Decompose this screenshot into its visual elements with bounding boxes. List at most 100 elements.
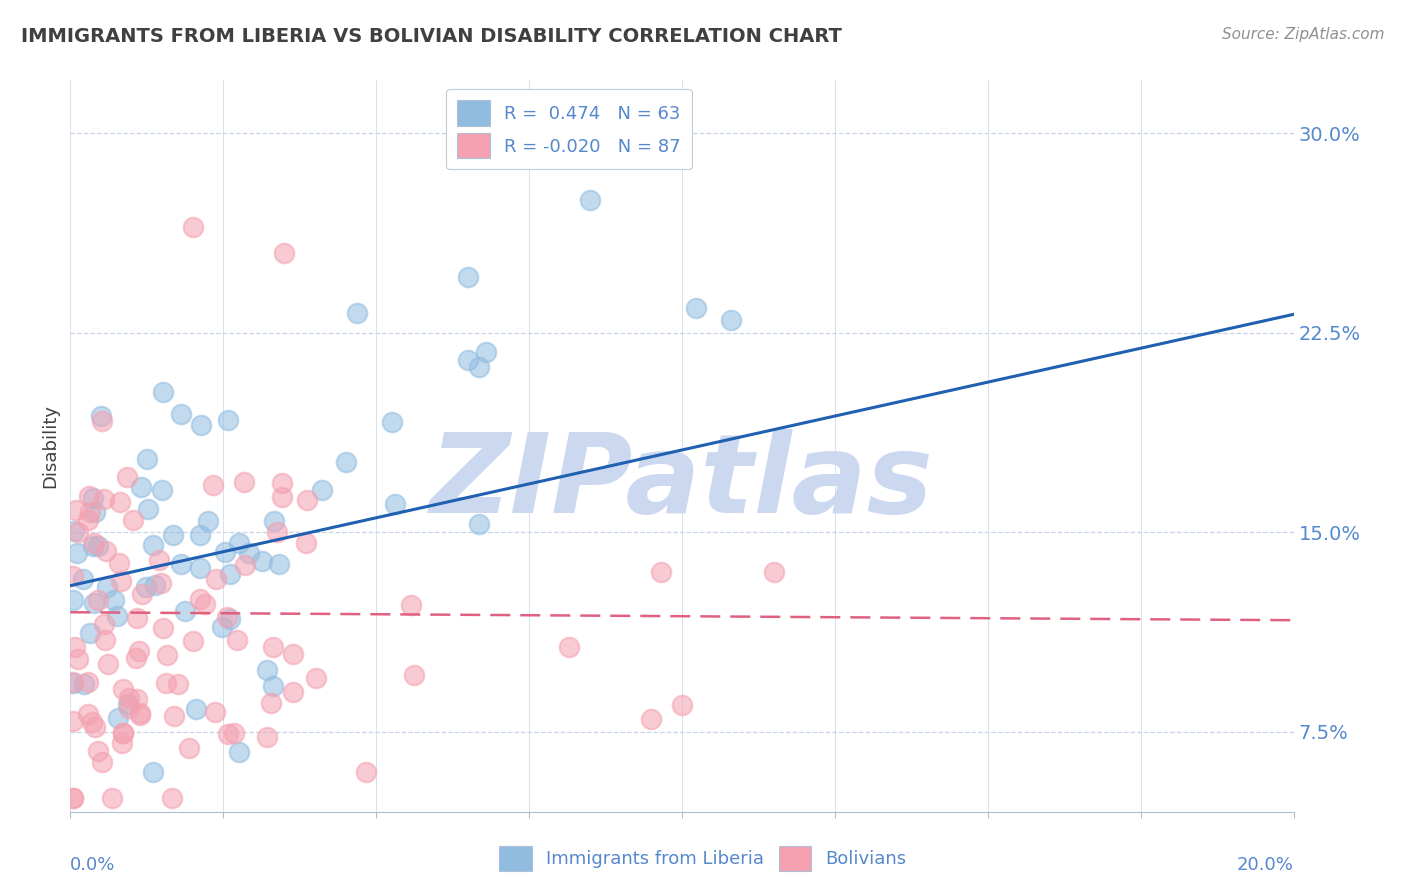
Point: [224, 726, 246, 740]
Point: [273, 246, 295, 260]
Point: [117, 691, 139, 706]
Point: [225, 633, 247, 648]
Point: [217, 412, 239, 426]
Point: [89, 409, 111, 424]
Point: [125, 651, 148, 665]
Point: [111, 726, 134, 740]
Point: [263, 514, 285, 528]
Point: [103, 593, 125, 607]
Point: [115, 470, 138, 484]
Point: [457, 270, 479, 285]
Point: [94, 633, 117, 648]
Point: [148, 553, 170, 567]
Point: [79, 625, 101, 640]
Point: [77, 675, 100, 690]
Point: [83, 596, 105, 610]
Point: [72, 572, 94, 586]
Point: [558, 640, 581, 654]
Point: [62, 592, 84, 607]
Point: [201, 478, 224, 492]
Point: [79, 505, 101, 519]
Point: [77, 514, 100, 528]
Point: [152, 621, 174, 635]
Point: [260, 697, 283, 711]
Point: [270, 476, 292, 491]
Point: [188, 528, 211, 542]
Point: [62, 714, 84, 728]
Text: IMMIGRANTS FROM LIBERIA VS BOLIVIAN DISABILITY CORRELATION CHART: IMMIGRANTS FROM LIBERIA VS BOLIVIAN DISA…: [21, 27, 842, 45]
Point: [67, 652, 90, 666]
Point: [129, 706, 152, 720]
Point: [211, 620, 233, 634]
Point: [112, 725, 135, 739]
Point: [87, 593, 110, 607]
Point: [271, 490, 294, 504]
Point: [579, 193, 602, 207]
Point: [281, 685, 304, 699]
Point: [125, 692, 148, 706]
Point: [399, 598, 422, 612]
Point: [384, 497, 406, 511]
Point: [163, 709, 186, 723]
Point: [212, 845, 235, 859]
Point: [129, 479, 152, 493]
Point: [136, 502, 159, 516]
Point: [66, 546, 89, 560]
Point: [129, 708, 152, 723]
Legend: R =  0.474   N = 63, R = -0.020   N = 87: R = 0.474 N = 63, R = -0.020 N = 87: [446, 89, 692, 169]
Point: [295, 536, 318, 550]
Point: [63, 640, 86, 655]
Point: [90, 414, 112, 428]
Point: [66, 524, 89, 539]
Point: [238, 546, 260, 560]
Point: [184, 702, 207, 716]
Point: [110, 574, 132, 588]
Point: [283, 647, 305, 661]
Point: [228, 745, 250, 759]
Point: [262, 640, 284, 654]
Point: [233, 475, 256, 489]
Point: [131, 587, 153, 601]
Point: [162, 528, 184, 542]
Point: [142, 764, 165, 779]
Point: [62, 791, 84, 805]
Point: [77, 489, 100, 503]
Point: [762, 566, 785, 580]
Point: [150, 483, 173, 497]
Point: [266, 525, 288, 540]
Point: [143, 578, 166, 592]
Point: [83, 535, 105, 549]
Point: [62, 676, 84, 690]
Point: [650, 565, 672, 579]
Point: [188, 592, 211, 607]
Point: [101, 791, 124, 805]
Point: [73, 677, 96, 691]
Point: [204, 572, 226, 586]
Point: [671, 698, 693, 713]
Point: [111, 736, 134, 750]
Point: [77, 706, 100, 721]
Point: [62, 674, 84, 689]
Point: [295, 493, 318, 508]
Point: [142, 538, 165, 552]
Text: ZIPatlas: ZIPatlas: [430, 429, 934, 536]
Point: [174, 604, 197, 618]
Point: [155, 675, 177, 690]
Point: [204, 705, 226, 719]
Point: [150, 575, 173, 590]
Point: [256, 730, 278, 744]
Point: [233, 558, 256, 573]
Point: [305, 671, 328, 685]
Point: [219, 612, 242, 626]
Point: [62, 524, 84, 538]
Text: 0.0%: 0.0%: [70, 855, 115, 873]
Point: [170, 557, 193, 571]
Point: [135, 580, 157, 594]
Point: [256, 663, 278, 677]
Point: [197, 514, 219, 528]
Point: [217, 727, 239, 741]
Point: [80, 715, 103, 730]
Point: [720, 312, 742, 326]
Point: [83, 720, 105, 734]
Point: [475, 344, 498, 359]
